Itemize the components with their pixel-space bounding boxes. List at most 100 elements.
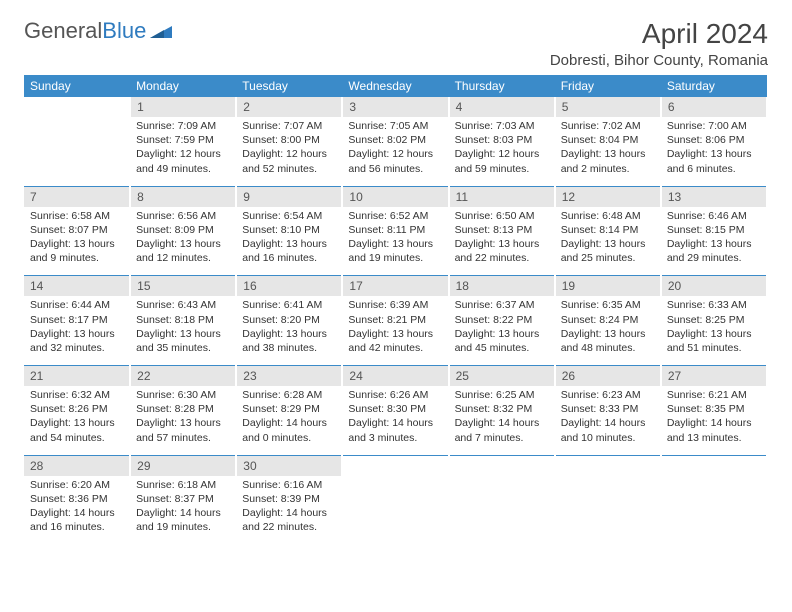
sunrise-text: Sunrise: 6:25 AM — [455, 388, 549, 402]
day-content-cell: Sunrise: 6:48 AMSunset: 8:14 PMDaylight:… — [555, 207, 661, 276]
day-number-row: 282930 — [24, 455, 767, 476]
day-number-cell: 14 — [24, 276, 130, 297]
day-content-cell: Sunrise: 6:21 AMSunset: 8:35 PMDaylight:… — [661, 386, 767, 455]
sunrise-text: Sunrise: 6:39 AM — [348, 298, 442, 312]
daylight1-text: Daylight: 13 hours — [242, 327, 336, 341]
day-content-cell: Sunrise: 6:33 AMSunset: 8:25 PMDaylight:… — [661, 296, 767, 365]
daylight1-text: Daylight: 14 hours — [561, 416, 655, 430]
daylight2-text: and 54 minutes. — [30, 431, 124, 445]
sunset-text: Sunset: 8:39 PM — [242, 492, 336, 506]
day-number-row: 123456 — [24, 97, 767, 117]
daylight2-text: and 16 minutes. — [242, 251, 336, 265]
day-content-cell: Sunrise: 6:43 AMSunset: 8:18 PMDaylight:… — [130, 296, 236, 365]
daylight2-text: and 45 minutes. — [455, 341, 549, 355]
day-number-cell: 4 — [449, 97, 555, 117]
daylight1-text: Daylight: 12 hours — [242, 147, 336, 161]
daylight1-text: Daylight: 14 hours — [136, 506, 230, 520]
sunrise-text: Sunrise: 6:26 AM — [348, 388, 442, 402]
daylight2-text: and 56 minutes. — [348, 162, 442, 176]
daylight2-text: and 38 minutes. — [242, 341, 336, 355]
daylight1-text: Daylight: 13 hours — [667, 147, 761, 161]
day-number-cell: 11 — [449, 186, 555, 207]
day-number-row: 21222324252627 — [24, 366, 767, 387]
daylight1-text: Daylight: 13 hours — [30, 327, 124, 341]
daylight1-text: Daylight: 13 hours — [30, 237, 124, 251]
day-number-cell: 27 — [661, 366, 767, 387]
day-number-cell — [661, 455, 767, 476]
daylight2-text: and 35 minutes. — [136, 341, 230, 355]
day-number-cell — [449, 455, 555, 476]
sunrise-text: Sunrise: 7:02 AM — [561, 119, 655, 133]
daylight1-text: Daylight: 12 hours — [348, 147, 442, 161]
sunrise-text: Sunrise: 6:18 AM — [136, 478, 230, 492]
day-number-cell — [24, 97, 130, 117]
daylight2-text: and 19 minutes. — [136, 520, 230, 534]
day-header-cell: Saturday — [661, 75, 767, 97]
daylight1-text: Daylight: 13 hours — [455, 237, 549, 251]
sunrise-text: Sunrise: 6:32 AM — [30, 388, 124, 402]
day-content-cell: Sunrise: 6:23 AMSunset: 8:33 PMDaylight:… — [555, 386, 661, 455]
day-number-cell: 6 — [661, 97, 767, 117]
sunrise-text: Sunrise: 7:05 AM — [348, 119, 442, 133]
daylight2-text: and 0 minutes. — [242, 431, 336, 445]
day-number-cell: 3 — [342, 97, 448, 117]
day-content-cell: Sunrise: 6:46 AMSunset: 8:15 PMDaylight:… — [661, 207, 767, 276]
sunset-text: Sunset: 8:04 PM — [561, 133, 655, 147]
day-content-row: Sunrise: 6:20 AMSunset: 8:36 PMDaylight:… — [24, 476, 767, 545]
day-content-cell: Sunrise: 6:30 AMSunset: 8:28 PMDaylight:… — [130, 386, 236, 455]
sunrise-text: Sunrise: 7:07 AM — [242, 119, 336, 133]
sunrise-text: Sunrise: 6:16 AM — [242, 478, 336, 492]
daylight1-text: Daylight: 13 hours — [667, 327, 761, 341]
day-content-cell: Sunrise: 6:41 AMSunset: 8:20 PMDaylight:… — [236, 296, 342, 365]
day-number-cell: 16 — [236, 276, 342, 297]
sunrise-text: Sunrise: 6:33 AM — [667, 298, 761, 312]
day-content-cell: Sunrise: 6:32 AMSunset: 8:26 PMDaylight:… — [24, 386, 130, 455]
daylight1-text: Daylight: 12 hours — [136, 147, 230, 161]
day-content-cell: Sunrise: 6:39 AMSunset: 8:21 PMDaylight:… — [342, 296, 448, 365]
sunset-text: Sunset: 8:13 PM — [455, 223, 549, 237]
sunrise-text: Sunrise: 6:21 AM — [667, 388, 761, 402]
day-content-cell: Sunrise: 6:56 AMSunset: 8:09 PMDaylight:… — [130, 207, 236, 276]
day-content-cell: Sunrise: 6:20 AMSunset: 8:36 PMDaylight:… — [24, 476, 130, 545]
sunrise-text: Sunrise: 6:48 AM — [561, 209, 655, 223]
day-content-cell: Sunrise: 6:50 AMSunset: 8:13 PMDaylight:… — [449, 207, 555, 276]
day-number-cell: 22 — [130, 366, 236, 387]
day-content-cell: Sunrise: 6:44 AMSunset: 8:17 PMDaylight:… — [24, 296, 130, 365]
sunrise-text: Sunrise: 6:56 AM — [136, 209, 230, 223]
day-content-cell: Sunrise: 7:03 AMSunset: 8:03 PMDaylight:… — [449, 117, 555, 186]
daylight2-text: and 32 minutes. — [30, 341, 124, 355]
day-header-cell: Friday — [555, 75, 661, 97]
sunset-text: Sunset: 8:30 PM — [348, 402, 442, 416]
day-header-row: SundayMondayTuesdayWednesdayThursdayFrid… — [24, 75, 767, 97]
sunrise-text: Sunrise: 6:37 AM — [455, 298, 549, 312]
day-number-cell: 26 — [555, 366, 661, 387]
day-content-cell — [24, 117, 130, 186]
sunset-text: Sunset: 8:32 PM — [455, 402, 549, 416]
day-number-cell: 18 — [449, 276, 555, 297]
daylight1-text: Daylight: 13 hours — [561, 237, 655, 251]
sunset-text: Sunset: 8:37 PM — [136, 492, 230, 506]
sunset-text: Sunset: 8:07 PM — [30, 223, 124, 237]
daylight1-text: Daylight: 13 hours — [455, 327, 549, 341]
day-content-row: Sunrise: 6:44 AMSunset: 8:17 PMDaylight:… — [24, 296, 767, 365]
sunset-text: Sunset: 8:33 PM — [561, 402, 655, 416]
sunset-text: Sunset: 8:21 PM — [348, 313, 442, 327]
daylight1-text: Daylight: 14 hours — [455, 416, 549, 430]
daylight1-text: Daylight: 14 hours — [667, 416, 761, 430]
sunrise-text: Sunrise: 6:35 AM — [561, 298, 655, 312]
day-number-cell: 10 — [342, 186, 448, 207]
sunrise-text: Sunrise: 6:54 AM — [242, 209, 336, 223]
daylight2-text: and 10 minutes. — [561, 431, 655, 445]
day-number-cell: 19 — [555, 276, 661, 297]
sunrise-text: Sunrise: 6:44 AM — [30, 298, 124, 312]
sunset-text: Sunset: 8:25 PM — [667, 313, 761, 327]
sunset-text: Sunset: 8:28 PM — [136, 402, 230, 416]
day-number-cell: 28 — [24, 455, 130, 476]
daylight1-text: Daylight: 13 hours — [561, 147, 655, 161]
day-number-cell: 21 — [24, 366, 130, 387]
sunset-text: Sunset: 8:29 PM — [242, 402, 336, 416]
day-number-cell: 17 — [342, 276, 448, 297]
day-content-cell: Sunrise: 6:18 AMSunset: 8:37 PMDaylight:… — [130, 476, 236, 545]
brand-text-1: General — [24, 18, 102, 44]
sunrise-text: Sunrise: 6:28 AM — [242, 388, 336, 402]
